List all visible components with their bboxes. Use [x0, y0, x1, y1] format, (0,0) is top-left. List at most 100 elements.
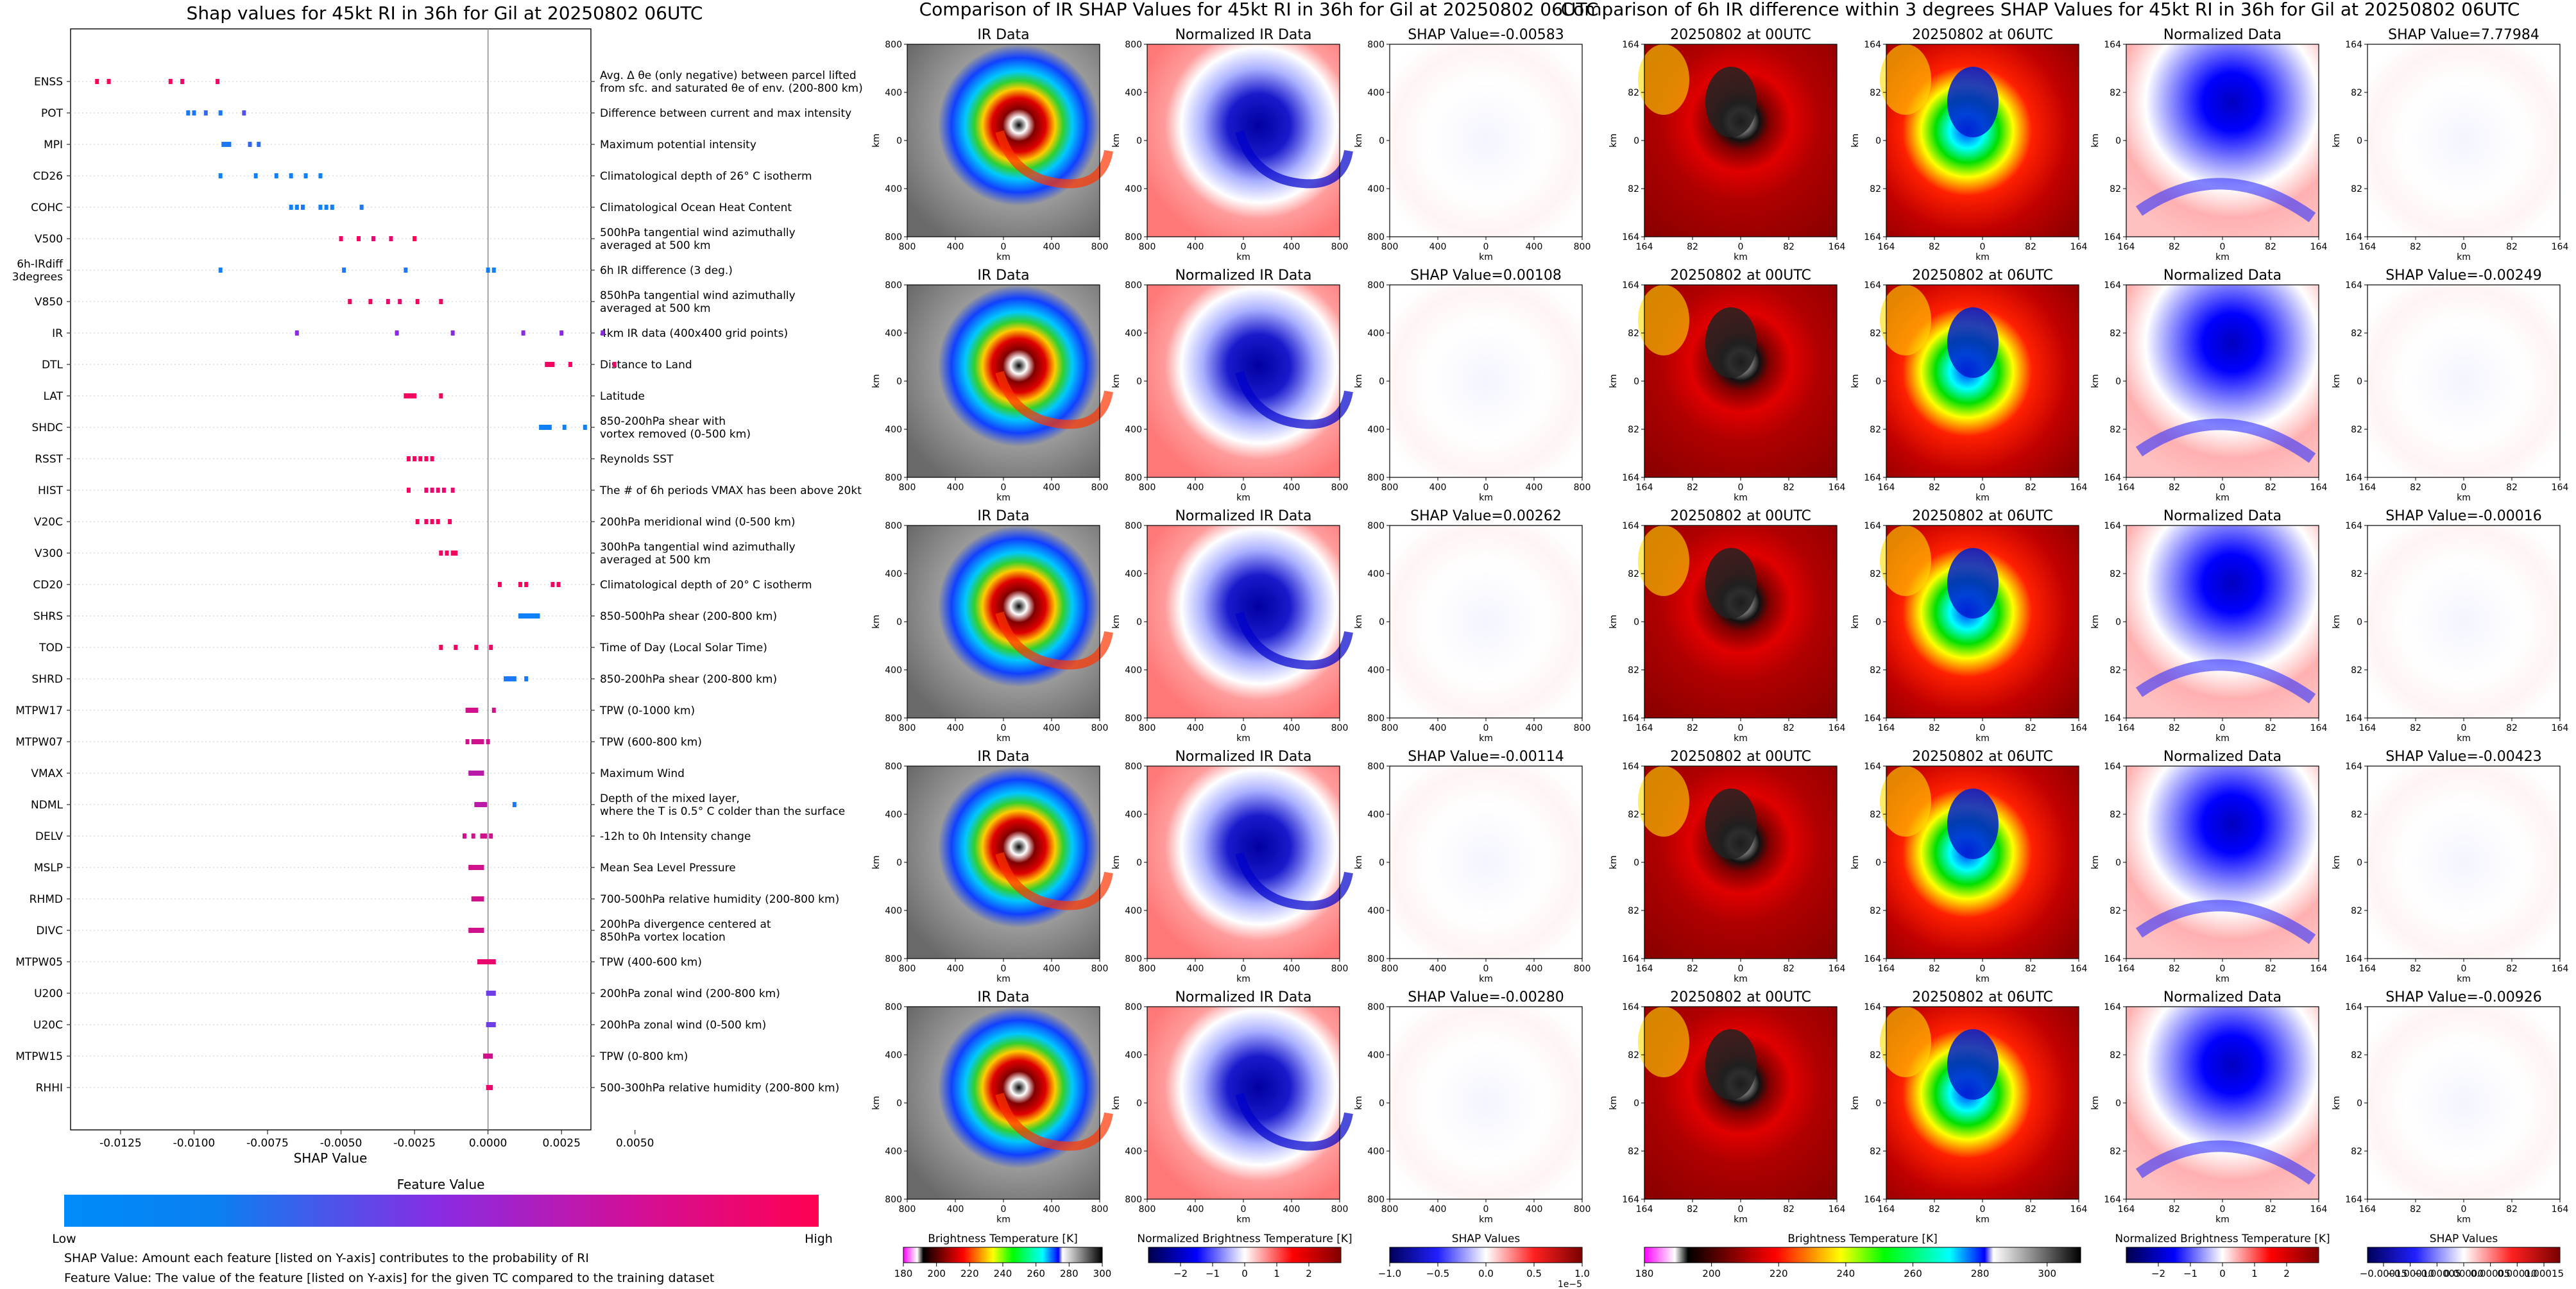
y-axis-label: km: [1354, 855, 1364, 869]
colorbar-tick-label: −0.00010: [2386, 1268, 2434, 1279]
colorbar-tick-label: 300: [2038, 1268, 2056, 1279]
panel-title: SHAP Value=0.00262: [1410, 508, 1562, 524]
y-tick-label: 82: [2351, 665, 2362, 676]
shap-point: [468, 771, 473, 776]
x-axis-label: km: [996, 252, 1011, 262]
x-tick-label: 82: [2265, 482, 2276, 493]
panel-title: 20250802 at 06UTC: [1912, 27, 2053, 43]
y-axis-label: km: [871, 133, 882, 148]
y-tick-label: 0: [2115, 1098, 2121, 1109]
x-axis-label: km: [1734, 974, 1748, 984]
y-axis-label: km: [1608, 1096, 1619, 1110]
x-tick-label: 800: [1574, 723, 1591, 733]
x-tick-label: 0: [1241, 1204, 1247, 1215]
image-panel-zoom: 20250802 at 00UTC1641648282008282164164k…: [1608, 749, 1845, 984]
shap-point: [568, 362, 572, 367]
x-axis-label: km: [1236, 1215, 1250, 1225]
x-tick-label: 164: [2552, 964, 2569, 974]
colorbar-tick-label: 0: [2219, 1268, 2226, 1279]
y-tick-label: 164: [2104, 762, 2121, 772]
x-tick-label: 164: [2118, 723, 2135, 733]
y-tick-label: 82: [1628, 1050, 1639, 1061]
x-axis-label: km: [2215, 252, 2230, 262]
panel-title: 20250802 at 06UTC: [1912, 268, 2053, 284]
x-tick-label: 82: [2169, 482, 2180, 493]
feature-description: Latitude: [600, 390, 645, 403]
y-tick-label: 400: [1125, 184, 1142, 194]
x-tick-label: 0.0000: [469, 1137, 507, 1150]
y-tick-label: 0: [2357, 858, 2362, 868]
panel-title: SHAP Value=-0.00249: [2385, 268, 2542, 284]
y-axis-label: km: [2090, 615, 2101, 629]
y-tick-label: 82: [2351, 425, 2362, 435]
panel-title: 20250802 at 06UTC: [1912, 749, 2053, 765]
y-axis-label: km: [1354, 1096, 1364, 1110]
y-tick-label: 164: [2345, 521, 2362, 531]
y-tick-label: 400: [1125, 906, 1142, 916]
shap-point: [612, 362, 617, 367]
y-tick-label: 164: [2345, 473, 2362, 483]
y-tick-label: 400: [885, 184, 902, 194]
shap-point: [404, 393, 408, 398]
x-axis-label: km: [1734, 733, 1748, 744]
feature-description: Climatological depth of 26° C isotherm: [600, 170, 812, 183]
y-tick-label: 0: [1136, 377, 1142, 387]
y-tick-label: 82: [2110, 906, 2121, 916]
shap-point: [386, 299, 390, 304]
panel-title: 20250802 at 06UTC: [1912, 989, 2053, 1005]
y-tick-label: 164: [2104, 954, 2121, 964]
y-tick-label: 0: [1633, 1098, 1639, 1109]
x-axis-label: km: [1975, 1215, 1990, 1225]
image-panel-shap: SHAP Value=-0.00114800800400400004004008…: [1354, 749, 1591, 984]
x-tick-label: 0: [1738, 723, 1744, 733]
y-tick-label: 400: [1367, 1147, 1385, 1157]
x-axis-label: km: [996, 974, 1011, 984]
feature-description: Depth of the mixed layer, where the T is …: [600, 792, 845, 818]
y-tick-label: 0: [2357, 377, 2362, 387]
shap-point: [218, 268, 223, 273]
y-tick-label: CD26: [33, 170, 63, 183]
x-tick-label: 0: [1738, 242, 1744, 252]
y-axis-label: km: [1850, 855, 1861, 869]
colorbar-tick-label: 0.00005: [2471, 1268, 2511, 1279]
panel-title: Normalized IR Data: [1175, 268, 1311, 284]
shap-point: [483, 802, 488, 807]
x-tick-label: 0: [2461, 1204, 2467, 1215]
panel-title: SHAP Value=-0.00423: [2385, 749, 2542, 765]
image-panel-shap2: SHAP Value=-0.00423164164828200828216416…: [2332, 749, 2568, 984]
x-tick-label: 82: [1687, 723, 1698, 733]
colorbar-gradient: [1148, 1247, 1342, 1263]
panel-title: IR Data: [977, 268, 1029, 284]
y-tick-label: 82: [2110, 1050, 2121, 1061]
y-tick-label: 82: [2351, 88, 2362, 98]
x-tick-label: 800: [1574, 242, 1591, 252]
panel-image: [2367, 766, 2560, 959]
x-tick-label: 800: [1331, 964, 1349, 974]
shap-point: [168, 79, 173, 84]
x-axis-label: SHAP Value: [294, 1150, 368, 1166]
panel-image: [2367, 1007, 2560, 1199]
rainband: [1235, 851, 1353, 910]
shap-point: [180, 79, 185, 84]
y-tick-label: 82: [1870, 665, 1881, 676]
x-tick-label: 82: [2025, 964, 2036, 974]
diff-section-title: Comparison of 6h IR difference within 3 …: [1561, 0, 2520, 20]
y-tick-label: 0: [2115, 858, 2121, 868]
panel-title: 20250802 at 00UTC: [1670, 508, 1811, 524]
feature-description: 6h IR difference (3 deg.): [600, 264, 733, 277]
x-tick-label: 82: [1783, 1204, 1795, 1215]
x-tick-label: 400: [947, 242, 964, 252]
y-tick-label: 0: [1136, 617, 1142, 627]
x-tick-label: 164: [2310, 482, 2328, 493]
shap-point: [480, 802, 484, 807]
y-tick-label: 82: [1870, 88, 1881, 98]
shap-point: [477, 865, 481, 870]
y-tick-label: 164: [2104, 713, 2121, 724]
shap-point: [339, 236, 343, 241]
panel-image: [1390, 285, 1582, 477]
x-tick-label: 0: [1980, 723, 1986, 733]
x-tick-label: 0: [1001, 242, 1007, 252]
shap-point: [506, 676, 511, 681]
